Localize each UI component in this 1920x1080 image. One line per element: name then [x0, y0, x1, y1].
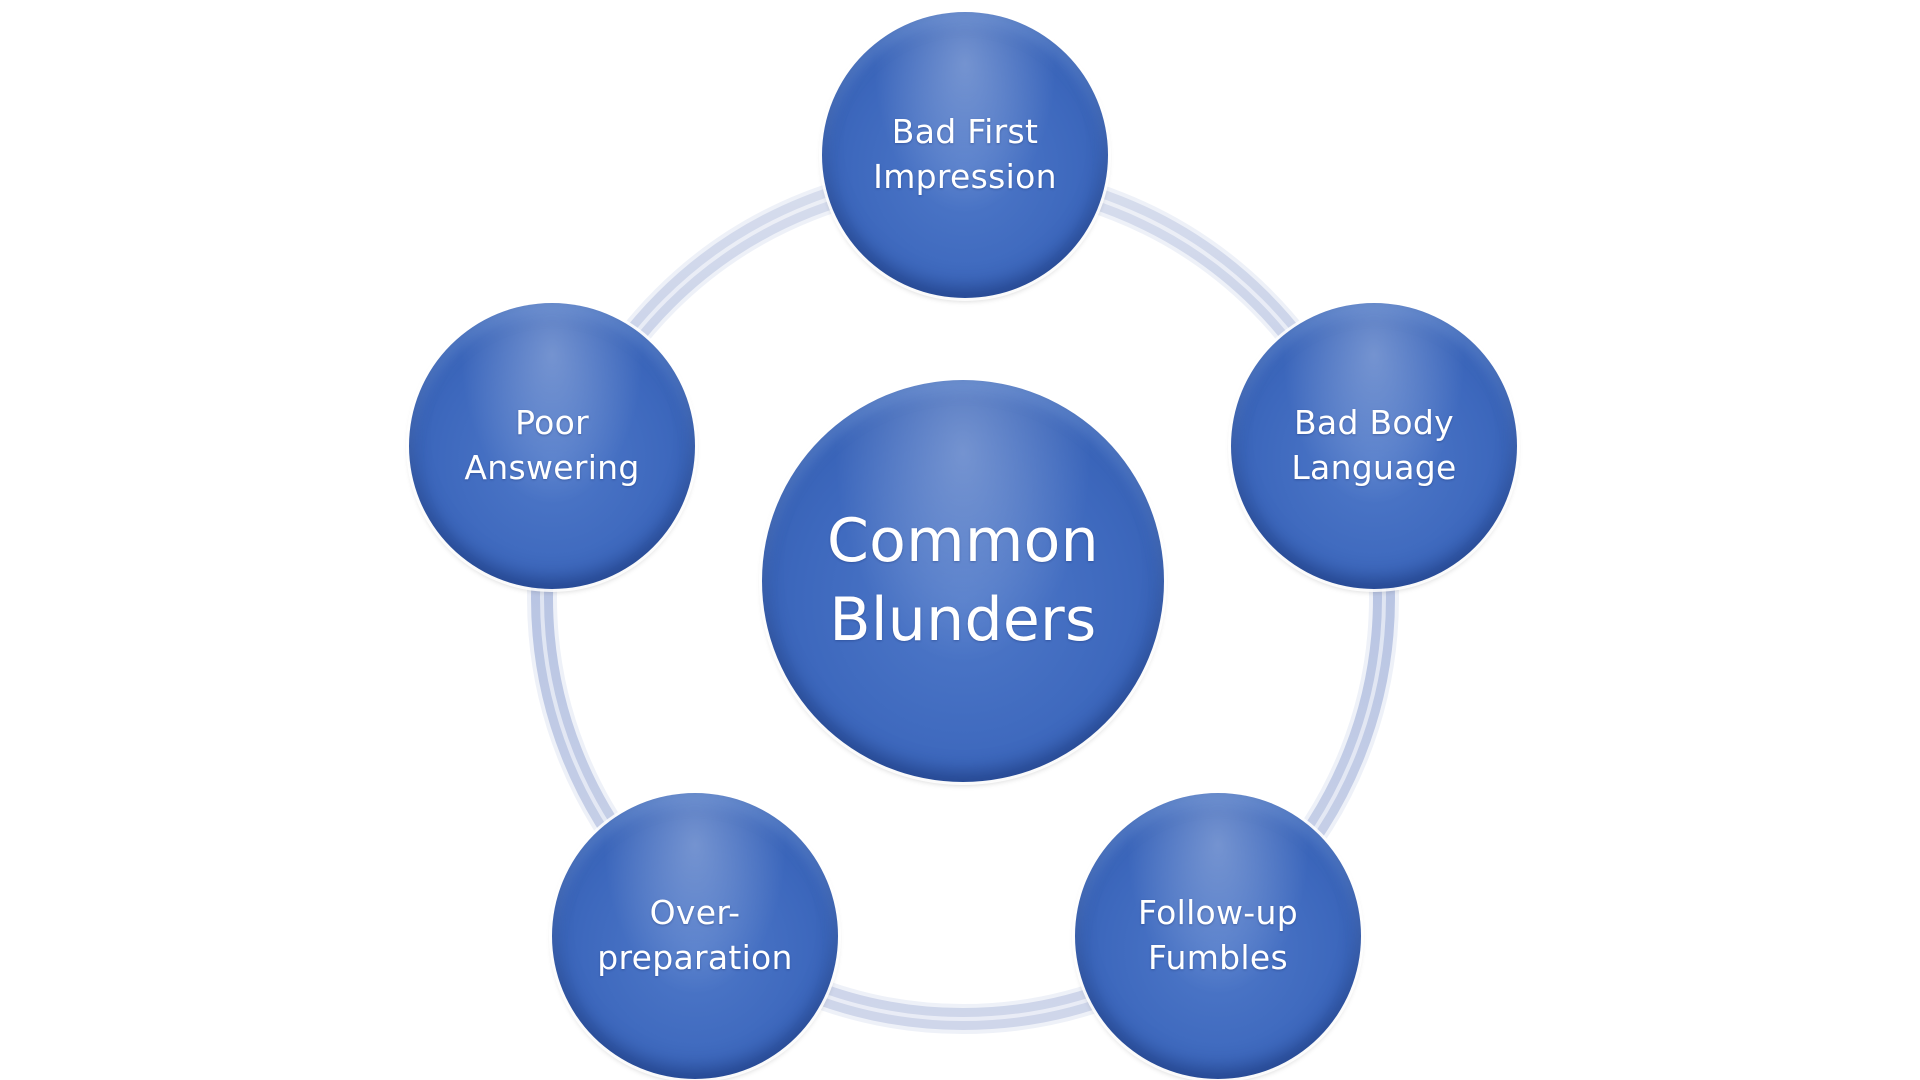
node-bad-first-impression: Bad First Impression [822, 12, 1108, 298]
node-label: Bad First Impression [873, 112, 1057, 196]
node-label: Follow-up Fumbles [1138, 893, 1298, 977]
center-node-label: Common Blunders [826, 505, 1100, 655]
node-bad-body-language: Bad Body Language [1231, 303, 1517, 589]
node-follow-up-fumbles: Follow-up Fumbles [1075, 793, 1361, 1079]
node-label: Bad Body Language [1291, 403, 1457, 487]
node-over-preparation: Over- preparation [552, 793, 838, 1079]
node-label: Over- preparation [597, 893, 793, 977]
center-node-common-blunders: Common Blunders [762, 380, 1164, 782]
node-poor-answering: Poor Answering [409, 303, 695, 589]
node-label: Poor Answering [464, 403, 640, 487]
